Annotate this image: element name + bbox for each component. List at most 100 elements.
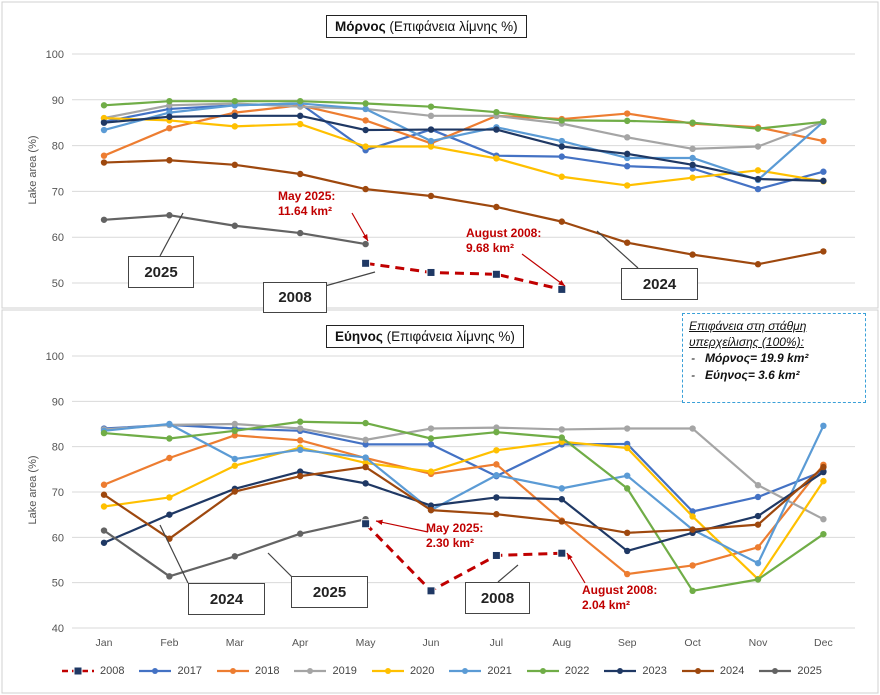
- legend-label: 2025: [797, 665, 822, 677]
- series-line-2023: [103, 470, 825, 553]
- data-point-2019: [493, 424, 500, 431]
- data-point-2022: [362, 100, 369, 107]
- x-tick-label: May: [356, 637, 377, 649]
- data-point-2023: [558, 496, 565, 503]
- data-point-2021: [820, 422, 827, 430]
- data-point-2017: [362, 441, 369, 448]
- data-point-2024: [493, 203, 500, 211]
- data-point-2022: [689, 119, 696, 126]
- data-point-2025: [297, 530, 304, 537]
- data-point-2024: [624, 239, 631, 246]
- connector-line: [324, 271, 376, 287]
- connector-lines: [159, 212, 639, 584]
- data-point-2020: [624, 444, 631, 452]
- series-line-2020: [103, 117, 824, 187]
- connector-line: [521, 253, 566, 287]
- annotation-august-2008-evinos: August 2008: 2.04 km²: [582, 583, 658, 612]
- data-point-2022: [624, 117, 631, 125]
- data-point-2022: [362, 419, 369, 427]
- data-point-2020: [493, 447, 500, 454]
- data-point-2019: [820, 516, 827, 523]
- data-point-2018: [231, 432, 238, 439]
- y-tick-label: 100: [46, 351, 64, 363]
- series-line-2022: [103, 420, 825, 592]
- data-point-2017: [689, 508, 696, 515]
- data-point-2017: [427, 441, 435, 448]
- legend-label: 2008: [100, 665, 125, 677]
- data-point-2021: [362, 454, 369, 461]
- legend-item-2019: 2019: [292, 665, 357, 677]
- series-2024: [100, 157, 827, 268]
- data-point-2025: [166, 212, 173, 219]
- data-point-2024: [362, 185, 369, 193]
- data-point-2020: [689, 513, 696, 520]
- info-box-item-evinos: - Εύηνος= 3.6 km²: [691, 368, 800, 382]
- legend-label: 2020: [409, 665, 435, 677]
- data-point-2025: [231, 222, 238, 229]
- chart-title-evinos: Εύηνος (Επιφάνεια λίμνης %): [326, 325, 524, 348]
- data-point-2022: [231, 97, 238, 105]
- data-point-2020: [427, 143, 435, 150]
- data-point-2024: [100, 491, 108, 498]
- data-point-2019: [297, 425, 304, 432]
- data-point-2008: [491, 550, 501, 560]
- info-box-item-mornos: - Μόρνος= 19.9 km²: [691, 351, 809, 365]
- y-tick-label: 40: [52, 623, 64, 635]
- series-line-2023: [103, 114, 824, 182]
- y-tick-label: 50: [52, 578, 64, 590]
- y-axis-label: Lake area (%): [27, 135, 39, 204]
- legend-label: 2018: [254, 665, 280, 677]
- data-point-2020: [100, 114, 108, 122]
- plot-mornos: 50 60 70 80 90 100 Lake area (%): [27, 49, 855, 294]
- connector-line: [596, 230, 639, 269]
- data-point-2022: [297, 418, 304, 425]
- data-point-2018: [362, 117, 369, 124]
- data-point-2019: [689, 145, 696, 153]
- data-point-2023: [624, 150, 631, 158]
- data-point-2022: [558, 117, 565, 124]
- data-point-2021: [558, 137, 565, 145]
- legend-label: 2017: [177, 665, 202, 677]
- data-point-2024: [558, 518, 565, 525]
- data-point-2025: [231, 553, 238, 560]
- data-point-2018: [689, 562, 696, 569]
- data-point-2020: [297, 120, 304, 128]
- data-point-2023: [297, 112, 304, 120]
- data-point-2022: [558, 434, 565, 441]
- data-point-2021: [558, 485, 565, 492]
- info-box-title-line1: Επιφάνεια στη στάθμη: [689, 319, 807, 333]
- arrow-head: [376, 519, 383, 526]
- callout-2025-evinos: 2025: [291, 576, 368, 608]
- data-point-2022: [297, 97, 304, 105]
- data-point-2024: [820, 248, 827, 255]
- legend-label: 2023: [642, 665, 667, 677]
- data-point-2024: [362, 463, 369, 471]
- data-point-2020: [427, 468, 435, 475]
- legend-item-2008: 2008: [60, 665, 124, 677]
- series-line-2020: [103, 440, 825, 581]
- data-point-2024: [820, 463, 827, 471]
- data-point-2018: [624, 110, 631, 117]
- y-axis-label: Lake area (%): [27, 455, 39, 524]
- data-point-2022: [689, 587, 696, 595]
- arrow-head: [558, 279, 565, 286]
- data-point-2024: [297, 170, 304, 178]
- data-point-2023: [362, 126, 369, 134]
- series-2024: [100, 463, 827, 542]
- y-tick-label: 70: [52, 487, 64, 499]
- data-point-2019: [624, 134, 631, 141]
- data-point-2018: [754, 544, 762, 551]
- series-line-2021: [103, 102, 825, 182]
- data-point-2017: [820, 168, 827, 175]
- data-point-2024: [754, 521, 762, 528]
- data-point-2024: [624, 529, 631, 536]
- data-point-2021: [689, 154, 696, 162]
- data-point-2020: [231, 123, 238, 130]
- series-2008: [361, 519, 567, 596]
- series-line-2024: [103, 159, 824, 266]
- data-point-2018: [493, 461, 500, 468]
- data-point-2008: [557, 284, 567, 294]
- data-point-2018: [166, 124, 173, 132]
- data-point-2024: [166, 157, 173, 164]
